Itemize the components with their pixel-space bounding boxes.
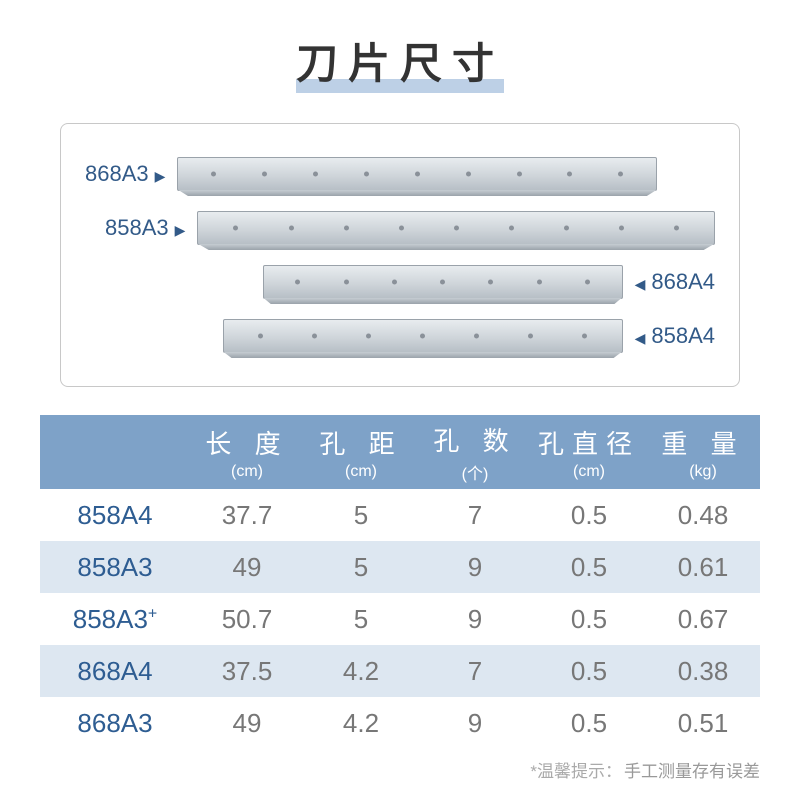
blade-label: 858A4	[635, 323, 715, 349]
triangle-left-icon	[635, 269, 650, 295]
blade-label: 868A3	[85, 161, 165, 187]
triangle-right-icon	[151, 161, 166, 187]
triangle-left-icon	[635, 323, 650, 349]
cell-length: 37.5	[190, 645, 304, 697]
cell-count: 7	[418, 489, 532, 541]
cell-model: 868A4	[40, 645, 190, 697]
cell-model: 868A3	[40, 697, 190, 749]
cell-weight: 0.67	[646, 593, 760, 645]
cell-model: 858A4	[40, 489, 190, 541]
table-row: 858A3+50.7590.50.67	[40, 593, 760, 645]
cell-dia: 0.5	[532, 645, 646, 697]
col-spacing: 孔 距(cm)	[304, 415, 418, 489]
page-title: 刀片尺寸	[296, 30, 504, 93]
cell-dia: 0.5	[532, 541, 646, 593]
blade-label: 858A3	[105, 215, 185, 241]
blade-image	[263, 265, 623, 299]
col-length: 长 度(cm)	[190, 415, 304, 489]
cell-weight: 0.61	[646, 541, 760, 593]
cell-model: 858A3+	[40, 593, 190, 645]
cell-count: 9	[418, 697, 532, 749]
cell-length: 37.7	[190, 489, 304, 541]
blade-holes	[264, 280, 622, 285]
blade-image	[177, 157, 657, 191]
note-prefix: *温馨提示：	[530, 762, 622, 781]
cell-spacing: 4.2	[304, 645, 418, 697]
table-body: 858A437.7570.50.48858A349590.50.61858A3+…	[40, 489, 760, 749]
note-text: 手工测量存有误差	[624, 762, 760, 781]
blade-holes	[198, 226, 714, 231]
blade-label: 868A4	[635, 269, 715, 295]
cell-length: 50.7	[190, 593, 304, 645]
table-row: 868A3494.290.50.51	[40, 697, 760, 749]
cell-weight: 0.51	[646, 697, 760, 749]
col-model	[40, 415, 190, 489]
table-row: 868A437.54.270.50.38	[40, 645, 760, 697]
cell-dia: 0.5	[532, 489, 646, 541]
cell-length: 49	[190, 541, 304, 593]
blade-image	[197, 211, 715, 245]
table-row: 858A349590.50.61	[40, 541, 760, 593]
cell-spacing: 4.2	[304, 697, 418, 749]
footnote: *温馨提示：手工测量存有误差	[40, 757, 760, 782]
blade-row: 858A4	[85, 314, 715, 358]
blade-diagram-box: 868A3 858A3 868A4 858A4	[60, 123, 740, 387]
spec-table: 长 度(cm) 孔 距(cm) 孔 数(个) 孔直径(cm) 重 量(kg) 8…	[40, 415, 760, 749]
cell-spacing: 5	[304, 541, 418, 593]
table-row: 858A437.7570.50.48	[40, 489, 760, 541]
cell-weight: 0.48	[646, 489, 760, 541]
col-diameter: 孔直径(cm)	[532, 415, 646, 489]
cell-spacing: 5	[304, 593, 418, 645]
cell-model: 858A3	[40, 541, 190, 593]
blade-holes	[178, 172, 656, 177]
title-text: 刀片尺寸	[296, 30, 504, 91]
col-count: 孔 数(个)	[418, 415, 532, 489]
blade-row: 858A3	[85, 206, 715, 250]
triangle-right-icon	[171, 215, 186, 241]
cell-count: 7	[418, 645, 532, 697]
cell-count: 9	[418, 593, 532, 645]
cell-spacing: 5	[304, 489, 418, 541]
table-header: 长 度(cm) 孔 距(cm) 孔 数(个) 孔直径(cm) 重 量(kg)	[40, 415, 760, 489]
blade-row: 868A3	[85, 152, 715, 196]
cell-length: 49	[190, 697, 304, 749]
cell-weight: 0.38	[646, 645, 760, 697]
blade-holes	[224, 334, 622, 339]
col-weight: 重 量(kg)	[646, 415, 760, 489]
blade-row: 868A4	[85, 260, 715, 304]
blade-image	[223, 319, 623, 353]
cell-count: 9	[418, 541, 532, 593]
cell-dia: 0.5	[532, 593, 646, 645]
cell-dia: 0.5	[532, 697, 646, 749]
